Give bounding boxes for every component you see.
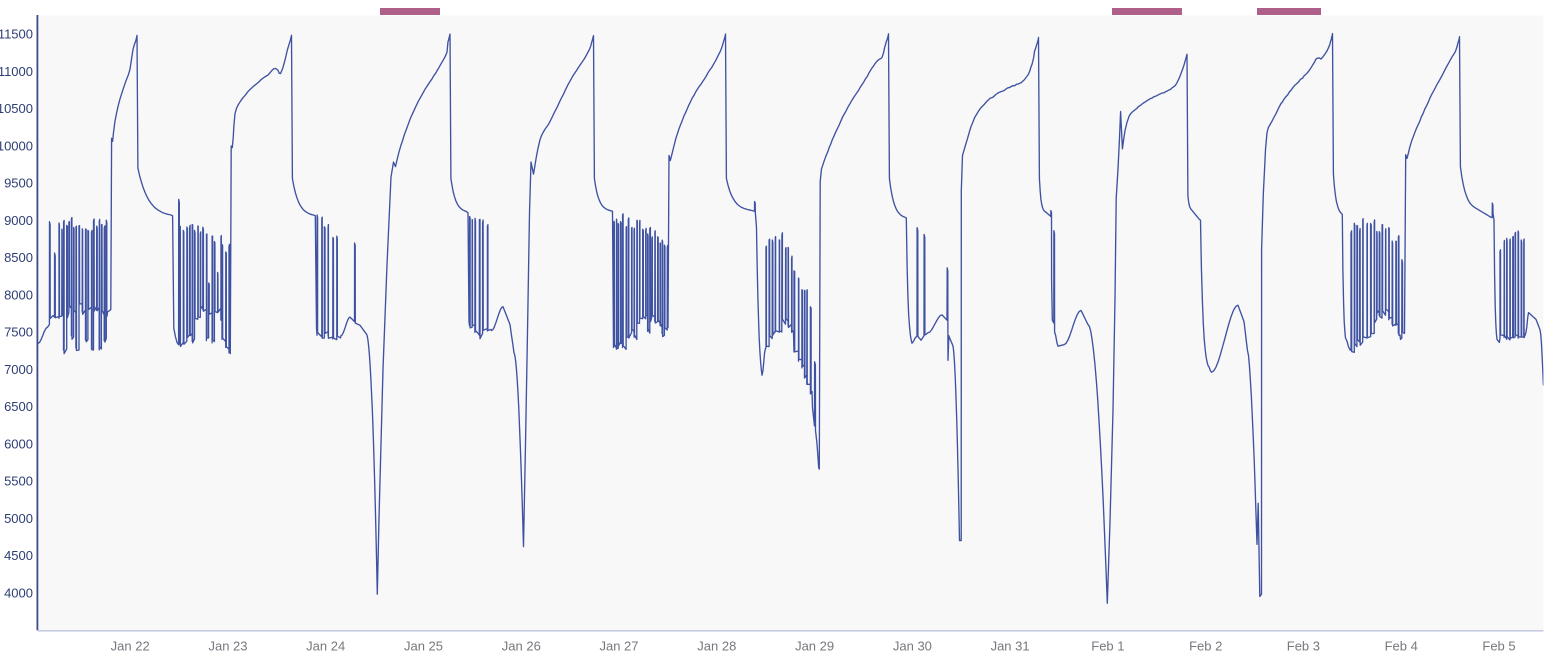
svg-text:Feb 4: Feb 4 bbox=[1385, 639, 1418, 654]
svg-text:Jan 27: Jan 27 bbox=[599, 639, 638, 654]
svg-text:Feb 1: Feb 1 bbox=[1091, 639, 1124, 654]
svg-text:7500: 7500 bbox=[4, 325, 33, 340]
svg-text:5500: 5500 bbox=[4, 474, 33, 489]
svg-text:6500: 6500 bbox=[4, 399, 33, 414]
svg-text:9500: 9500 bbox=[4, 176, 33, 191]
svg-text:11000: 11000 bbox=[0, 64, 33, 79]
svg-text:Jan 29: Jan 29 bbox=[795, 639, 834, 654]
svg-text:Jan 25: Jan 25 bbox=[404, 639, 443, 654]
svg-text:9000: 9000 bbox=[4, 213, 33, 228]
svg-text:10500: 10500 bbox=[0, 101, 33, 116]
svg-text:Jan 23: Jan 23 bbox=[208, 639, 247, 654]
svg-text:Jan 28: Jan 28 bbox=[697, 639, 736, 654]
svg-text:Feb 2: Feb 2 bbox=[1189, 639, 1222, 654]
svg-text:Feb 5: Feb 5 bbox=[1482, 639, 1515, 654]
svg-text:Jan 30: Jan 30 bbox=[893, 639, 932, 654]
svg-text:Jan 24: Jan 24 bbox=[306, 639, 345, 654]
svg-text:11500: 11500 bbox=[0, 27, 33, 42]
svg-text:10000: 10000 bbox=[0, 138, 33, 153]
svg-text:6000: 6000 bbox=[4, 436, 33, 451]
svg-text:Jan 22: Jan 22 bbox=[111, 639, 150, 654]
svg-text:7000: 7000 bbox=[4, 362, 33, 377]
svg-text:8500: 8500 bbox=[4, 250, 33, 265]
svg-text:5000: 5000 bbox=[4, 511, 33, 526]
svg-text:4000: 4000 bbox=[4, 585, 33, 600]
svg-text:Jan 31: Jan 31 bbox=[991, 639, 1030, 654]
svg-text:Jan 26: Jan 26 bbox=[502, 639, 541, 654]
svg-text:Feb 3: Feb 3 bbox=[1287, 639, 1320, 654]
svg-text:4500: 4500 bbox=[4, 548, 33, 563]
svg-text:8000: 8000 bbox=[4, 287, 33, 302]
